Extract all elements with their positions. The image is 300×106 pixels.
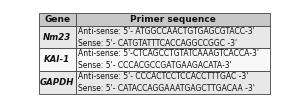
Bar (39, 13, 76, 26)
Text: Anti-sense: 5'- CCCACTCCTCCACCTTTGAC -3': Anti-sense: 5'- CCCACTCCTCCACCTTTGAC -3' (78, 72, 249, 81)
Text: Sense: 5'- CCCACGCCGATGAAGACATA-3': Sense: 5'- CCCACGCCGATGAAGACATA-3' (78, 61, 232, 70)
Bar (39, 48, 76, 71)
Bar (39, 71, 76, 94)
Bar (76, 71, 269, 94)
Text: Gene: Gene (44, 15, 70, 24)
Text: Anti-sense: 5'- ATGGCCAACTGTGAGCGTACC-3': Anti-sense: 5'- ATGGCCAACTGTGAGCGTACC-3' (78, 26, 255, 36)
Bar (76, 26, 269, 48)
Text: GAPDH: GAPDH (40, 78, 74, 87)
Bar (76, 48, 269, 71)
Bar (76, 13, 269, 26)
Bar (39, 26, 76, 48)
Text: Sense: 5'- CATGTATTTCACCAGGCCGGC -3': Sense: 5'- CATGTATTTCACCAGGCCGGC -3' (78, 39, 238, 48)
Text: Primer sequence: Primer sequence (130, 15, 215, 24)
Text: Sense: 5'- CATACCAGGAAATGAGCTTGACAA -3': Sense: 5'- CATACCAGGAAATGAGCTTGACAA -3' (78, 84, 255, 93)
Text: Nm23: Nm23 (43, 33, 71, 42)
Text: Anti-sense: 5'-CTCAGCCTGTATCAAAGTCACCA-3': Anti-sense: 5'-CTCAGCCTGTATCAAAGTCACCA-3… (78, 49, 260, 58)
Text: KAI-1: KAI-1 (44, 55, 70, 64)
